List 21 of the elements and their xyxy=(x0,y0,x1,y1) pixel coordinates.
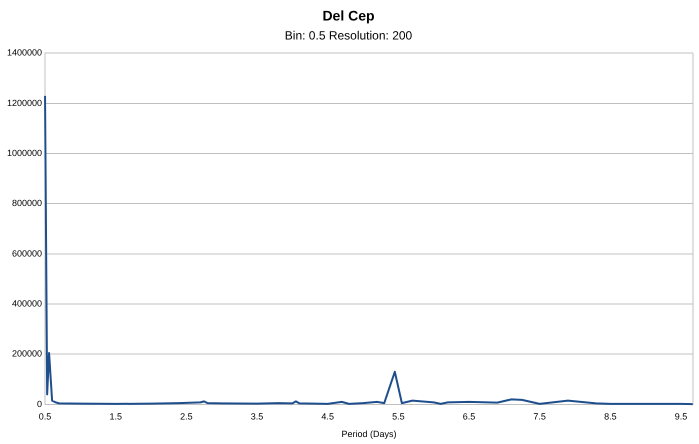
x-tick-label: 5.5 xyxy=(392,411,405,422)
x-tick-label: 0.5 xyxy=(38,411,52,422)
y-tick-label: 1400000 xyxy=(6,48,42,58)
chart-subtitle: Bin: 0.5 Resolution: 200 xyxy=(284,28,413,42)
x-tick-label: 6.5 xyxy=(462,411,476,422)
y-tick-label: 200000 xyxy=(12,348,42,359)
y-tick-label: 400000 xyxy=(12,298,42,309)
chart-title: Del Cep xyxy=(322,7,375,24)
x-axis-title: Period (Days) xyxy=(342,429,397,440)
x-tick-label: 8.5 xyxy=(604,411,617,422)
x-tick-label: 2.5 xyxy=(180,411,193,422)
y-tick-label: 1000000 xyxy=(6,148,42,158)
x-tick-label: 3.5 xyxy=(250,411,264,422)
y-tick-label: 600000 xyxy=(12,248,42,258)
y-tick-label: 1200000 xyxy=(6,98,42,108)
y-tick-label: 0 xyxy=(37,398,42,409)
x-tick-label: 9.5 xyxy=(674,411,688,422)
x-tick-label: 1.5 xyxy=(109,411,122,422)
y-tick-label: 800000 xyxy=(12,198,42,208)
x-tick-label: 4.5 xyxy=(321,411,334,422)
x-tick-label: 7.5 xyxy=(533,411,546,422)
